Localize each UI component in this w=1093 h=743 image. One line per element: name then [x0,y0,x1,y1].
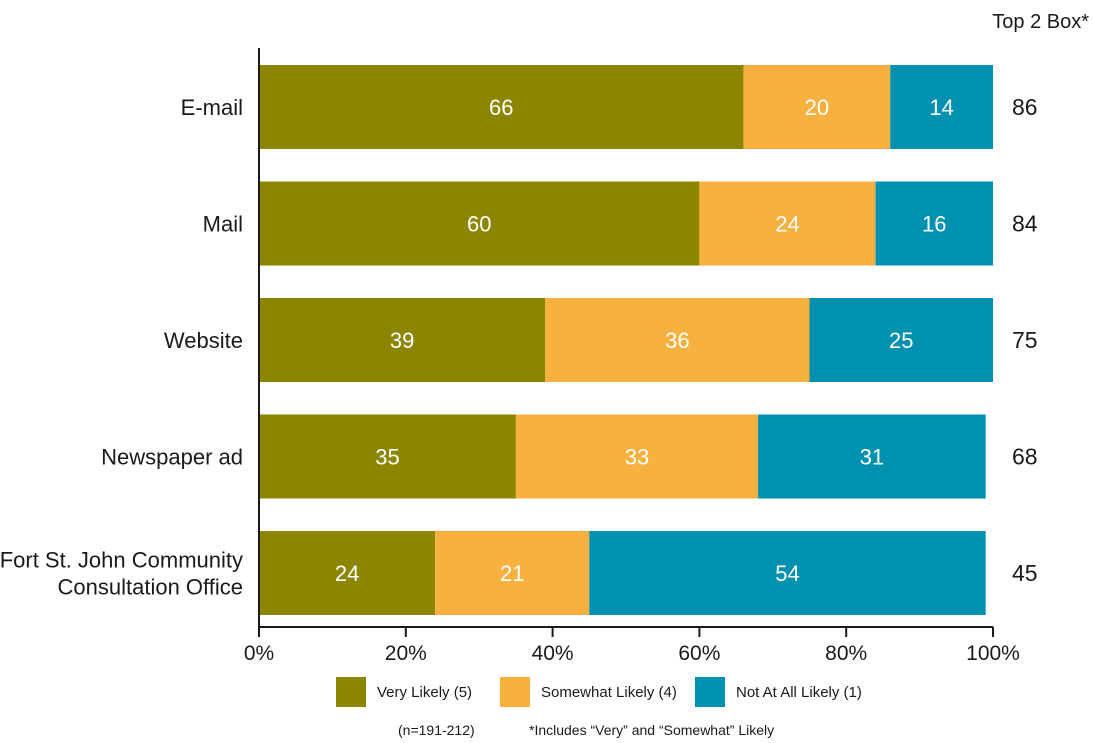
legend-swatch [695,677,725,707]
data-label: 21 [500,561,524,586]
data-label: 16 [922,212,946,237]
bar-segment-2-2 [699,181,876,266]
top2-box-header: Top 2 Box* [992,11,1089,33]
data-label: 33 [625,445,649,470]
data-label: 14 [929,95,953,120]
data-label: 36 [665,328,689,353]
bar-segment-1-1 [259,65,744,149]
bar-segment-3-4 [758,414,986,499]
data-label: 25 [889,328,913,353]
bar-segment-3-5 [589,531,986,615]
data-label: 54 [775,561,799,586]
top2-value: 68 [1012,444,1038,470]
data-label: 24 [775,212,799,237]
bar-segment-1-4 [259,414,516,499]
category-label: Website [164,328,243,353]
bar-segment-3-1 [890,65,993,149]
data-label: 20 [805,95,829,120]
legend-label: Somewhat Likely (4) [541,684,677,701]
bar-segment-2-1 [743,65,891,149]
bar-segment-3-3 [809,298,993,382]
bar-segment-2-4 [515,414,759,499]
category-label: E-mail [181,95,243,120]
x-tick-label: 80% [825,642,867,665]
legend: Very Likely (5) Somewhat Likely (4) Not At… [336,677,862,707]
sample-size-note: (n=191-212) [398,722,475,738]
x-tick-label: 40% [532,642,574,665]
bars-group: 66 20 14 60 24 16 39 36 25 35 33 31 24 21 54 [259,65,993,615]
top2-value: 75 [1012,327,1038,353]
top2-value: 86 [1012,94,1038,120]
data-label: 66 [489,95,513,120]
data-label: 31 [860,445,884,470]
x-tick-label: 20% [385,642,427,665]
bar-segment-1-5 [259,531,436,615]
category-labels: E-mail Mail Website Newspaper ad Fort St. Jo… [0,95,243,600]
category-label: Fort St. John Community [0,548,243,573]
data-label: 35 [375,445,399,470]
data-label: 24 [335,561,359,586]
top2-values: 86 84 75 68 45 [1012,94,1038,586]
top2-value: 84 [1012,211,1038,237]
category-label: Newspaper ad [101,445,243,470]
footnote: *Includes “Very” and “Somewhat” Likely [529,722,774,738]
bar-segment-3-2 [875,181,993,266]
data-label: 60 [467,212,491,237]
top2-value: 45 [1012,560,1038,586]
legend-swatch [500,677,530,707]
x-tick-label: 100% [966,642,1020,665]
legend-swatch [336,677,366,707]
x-axis-ticks: 0% 20% 40% 60% 80% 100% [244,627,1020,665]
x-tick-label: 0% [244,642,274,665]
bar-segment-2-5 [435,531,590,615]
category-label: Mail [203,212,243,237]
bar-segment-1-2 [259,181,700,266]
bar-segment-1-3 [259,298,546,382]
bar-segment-2-3 [545,298,810,382]
data-label: 39 [390,328,414,353]
category-label: Consultation Office [58,575,243,600]
legend-label: Not At All Likely (1) [736,684,862,701]
legend-label: Very Likely (5) [377,684,472,701]
x-tick-label: 60% [678,642,720,665]
